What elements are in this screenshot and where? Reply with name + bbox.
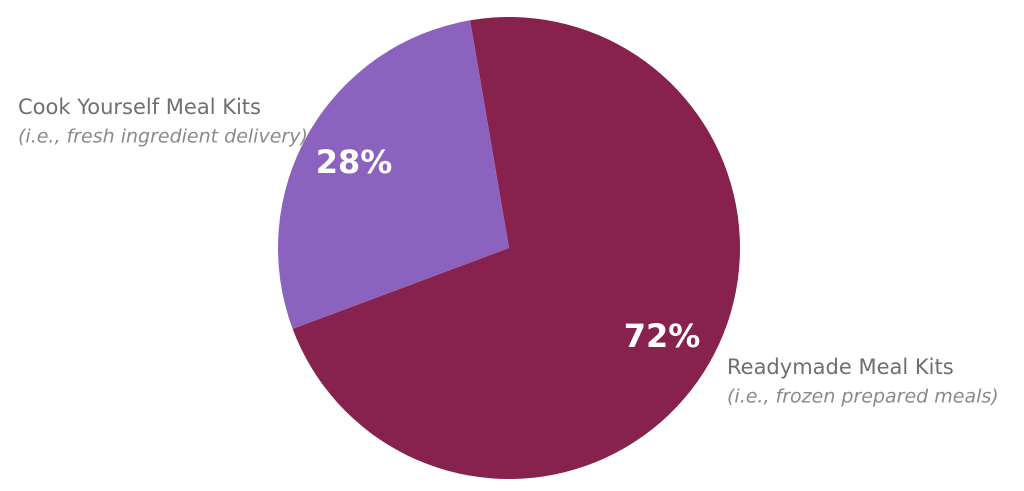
category-sublabel: (i.e., frozen prepared meals) [727, 386, 999, 408]
pie-slice [278, 20, 509, 329]
pie-slice [292, 17, 740, 480]
category-label: Readymade Meal Kits [727, 355, 954, 379]
value-label: 28% [316, 143, 393, 181]
value-label: 72% [624, 317, 701, 355]
category-sublabel: (i.e., fresh ingredient delivery) [18, 126, 308, 148]
category-label: Cook Yourself Meal Kits [18, 95, 261, 119]
